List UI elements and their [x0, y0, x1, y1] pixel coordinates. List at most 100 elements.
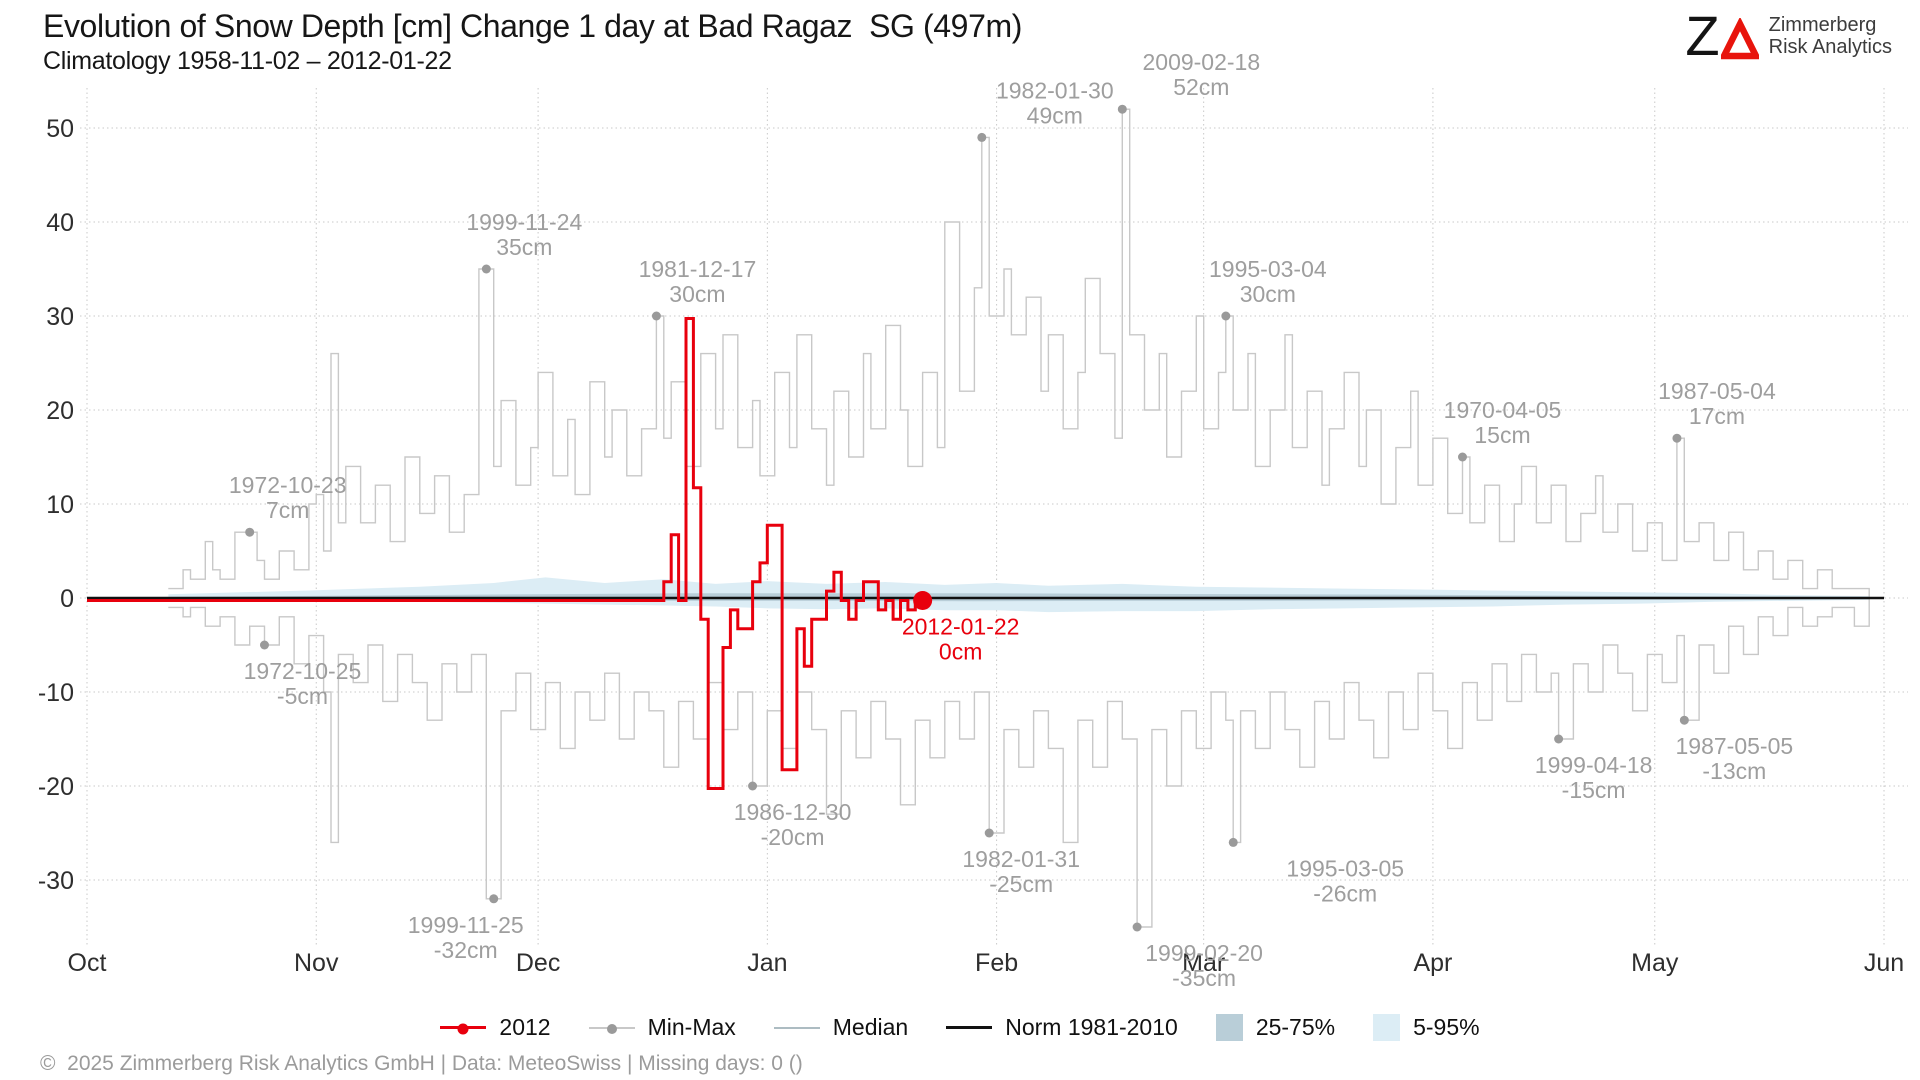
annotation-1987-05-05: 1987-05-05-13cm: [1676, 715, 1794, 784]
chart-legend: 2012 Min-Max Median Norm 1981-2010 25-75…: [0, 1014, 1920, 1041]
legend-minmax-dot-icon: [606, 1023, 617, 1034]
annotation-1995-03-05: 1995-03-05-26cm: [1228, 837, 1404, 906]
legend-item-median: Median: [773, 1014, 908, 1041]
y-tick--30: -30: [38, 867, 74, 895]
y-tick--20: -20: [38, 773, 74, 801]
annotation-1982-01-31: 1982-01-31-25cm: [962, 828, 1080, 897]
annotation-date: 1970-04-05: [1444, 397, 1562, 423]
legend-median-line-icon: [773, 1026, 820, 1029]
annotation-date: 1999-11-25: [408, 912, 524, 938]
annotation-value: 52cm: [1173, 74, 1229, 100]
annotation-date: 2009-02-18: [1142, 49, 1260, 75]
legend-label: 2012: [499, 1014, 551, 1040]
y-tick--10: -10: [38, 679, 74, 707]
annotation-marker: [1228, 837, 1238, 847]
annotation-value: 7cm: [266, 497, 309, 523]
legend-label: Min-Max: [647, 1014, 736, 1040]
y-tick-30: 30: [46, 303, 74, 331]
annotation-value: -15cm: [1562, 777, 1626, 803]
legend-label: Norm 1981-2010: [1005, 1014, 1178, 1040]
legend-item-5-95: 5-95%: [1373, 1014, 1480, 1041]
brand-logo: Z Zimmerberg Risk Analytics: [1685, 4, 1892, 67]
annotation-1999-11-25: 1999-11-25-32cm: [408, 894, 524, 963]
annotation-marker: [489, 894, 499, 904]
annotation-marker: [651, 311, 661, 321]
annotation-1999-04-18: 1999-04-18-15cm: [1535, 734, 1652, 803]
annotation-date: 1981-12-17: [639, 256, 757, 282]
legend-label: 25-75%: [1255, 1014, 1336, 1040]
annotation-marker: [984, 828, 994, 838]
annotation-date: 1999-02-20: [1145, 940, 1263, 966]
annotation-date: 1987-05-04: [1658, 378, 1776, 404]
annotation-marker: [913, 591, 933, 610]
y-tick-10: 10: [46, 491, 74, 519]
annotation-value: 17cm: [1689, 403, 1745, 429]
legend-minmax-line-icon: [588, 1023, 635, 1034]
page-title: Evolution of Snow Depth [cm] Change 1 da…: [43, 8, 1022, 44]
y-tick-0: 0: [60, 585, 74, 613]
logo-name-line1: Zimmerberg: [1768, 14, 1877, 36]
annotation-marker: [259, 640, 269, 650]
x-tick-Jun: Jun: [1864, 949, 1904, 977]
annotation-1999-02-20: 1999-02-20-35cm: [1132, 922, 1263, 991]
x-tick-Nov: Nov: [294, 949, 339, 977]
legend-2012-line-icon: [440, 1023, 487, 1035]
legend-norm-line-icon: [946, 1026, 993, 1029]
annotation-date: 1995-03-05: [1286, 855, 1404, 881]
logo-triangle-icon: [1720, 18, 1759, 60]
x-tick-Dec: Dec: [516, 949, 560, 977]
x-tick-Mar: Mar: [1182, 949, 1225, 977]
annotation-value: -25cm: [989, 871, 1053, 897]
legend-label: 5-95%: [1413, 1014, 1480, 1040]
annotation-marker: [1221, 311, 1231, 321]
annotation-value: -32cm: [434, 937, 498, 963]
annotation-marker: [1554, 734, 1564, 744]
annotation-marker: [1132, 922, 1142, 932]
annotation-value: -13cm: [1702, 758, 1766, 784]
legend-item-norm: Norm 1981-2010: [946, 1014, 1178, 1041]
min-line: [168, 598, 1870, 928]
legend-5-95-swatch-icon: [1373, 1014, 1401, 1041]
annotation-marker: [1679, 715, 1689, 725]
x-tick-Oct: Oct: [68, 949, 107, 977]
annotation-date: 1972-10-25: [244, 658, 362, 684]
annotation-value: 49cm: [1027, 102, 1083, 128]
logo-z-glyph: Z: [1685, 4, 1720, 67]
annotation-value: -20cm: [761, 824, 825, 850]
x-tick-Feb: Feb: [975, 949, 1018, 977]
legend-2012-dot-icon: [457, 1023, 469, 1035]
annotation-value: 30cm: [669, 281, 725, 307]
annotation-marker: [748, 781, 758, 791]
y-tick-40: 40: [46, 209, 74, 237]
annotation-value: -5cm: [277, 683, 328, 709]
legend-25-75-swatch-icon: [1215, 1014, 1243, 1041]
logo-name: Zimmerberg Risk Analytics: [1769, 14, 1892, 58]
annotation-value: 35cm: [496, 234, 552, 260]
annotation-date: 2012-01-22: [902, 614, 1020, 640]
annotation-value: 0cm: [939, 639, 982, 665]
annotation-value: 30cm: [1240, 281, 1296, 307]
annotation-value: -26cm: [1313, 880, 1377, 906]
legend-item-minmax: Min-Max: [588, 1014, 736, 1041]
annotation-marker: [977, 132, 987, 142]
logo-name-line2: Risk Analytics: [1768, 36, 1892, 58]
annotation-value: 15cm: [1474, 422, 1530, 448]
annotation-date: 1986-12-30: [734, 799, 852, 825]
annotation-marker: [1457, 452, 1467, 462]
y-tick-50: 50: [46, 115, 74, 143]
annotation-date: 1982-01-31: [962, 846, 1080, 872]
annotation-marker: [1672, 433, 1682, 443]
x-tick-May: May: [1631, 949, 1679, 977]
annotation-date: 1987-05-05: [1676, 733, 1794, 759]
footer-credit: © 2025 Zimmerberg Risk Analytics GmbH | …: [40, 1052, 803, 1075]
